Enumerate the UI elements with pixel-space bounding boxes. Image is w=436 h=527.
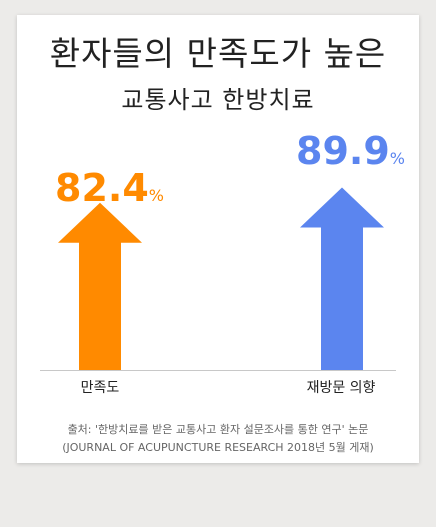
value-label-revisit: 89.9% [296,129,405,173]
value-number-satisfaction: 82.4 [55,166,149,210]
source-citation: 출처: '한방치료를 받은 교통사고 환자 설문조사를 통한 연구' 논문 [67,423,369,436]
page-subtitle: 교통사고 한방치료 [121,86,315,114]
value-label-satisfaction: 82.4% [55,166,164,210]
source-journal: (JOURNAL OF ACUPUNCTURE RESEARCH 2018년 5… [62,441,374,454]
arrow-bar-revisit [300,187,384,370]
category-label-satisfaction: 만족도 [80,380,120,396]
chart-baseline [40,370,396,371]
value-unit-satisfaction: % [148,186,164,205]
category-label-revisit: 재방문 의향 [306,380,376,396]
arrow-bar-satisfaction [58,202,142,370]
value-number-revisit: 89.9 [296,129,390,173]
value-unit-revisit: % [389,149,405,168]
page-title: 환자들의 만족도가 높은 [49,34,387,73]
